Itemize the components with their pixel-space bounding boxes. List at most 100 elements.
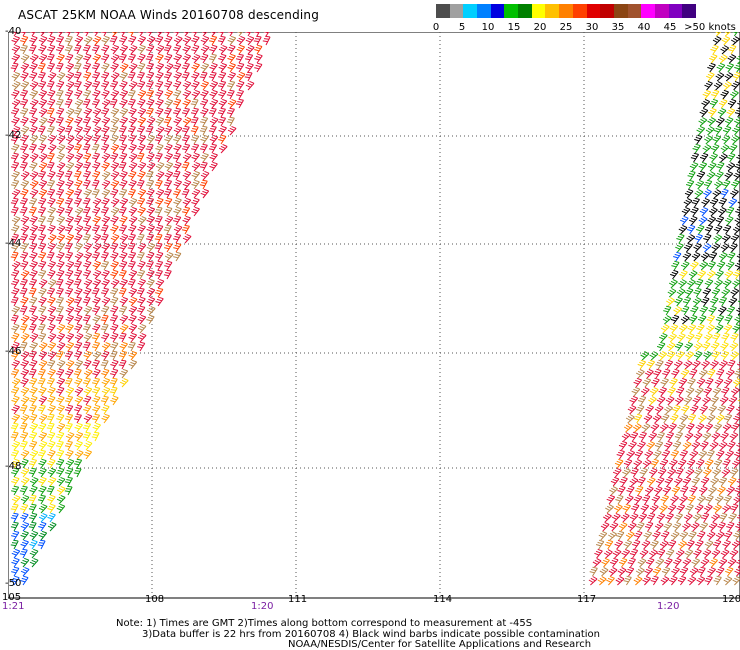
wind-barb <box>693 287 702 298</box>
wind-barb <box>729 548 739 559</box>
wind-barb <box>74 188 83 199</box>
wind-barb <box>164 197 173 208</box>
wind-barb <box>146 251 155 262</box>
wind-barb <box>699 521 709 532</box>
wind-barb <box>695 539 704 550</box>
wind-barb <box>82 170 92 181</box>
lon-label-120: 120 <box>722 594 740 605</box>
wind-barb <box>91 188 100 199</box>
wind-barb <box>254 62 263 73</box>
wind-barb <box>639 549 649 559</box>
wind-barb <box>20 251 29 262</box>
wind-barb <box>720 45 730 55</box>
wind-barb <box>720 341 729 352</box>
wind-barb <box>628 440 637 451</box>
wind-barb <box>724 72 734 82</box>
wind-barb <box>689 567 699 577</box>
wind-barb <box>227 98 237 109</box>
wind-barb <box>83 107 93 118</box>
wind-barb <box>711 89 720 100</box>
wind-barb <box>728 197 738 208</box>
wind-barb <box>82 431 91 442</box>
wind-barb <box>647 512 656 523</box>
wind-barb <box>65 80 75 91</box>
wind-barb <box>173 242 182 253</box>
wind-barb <box>679 449 689 460</box>
wind-barb <box>29 341 38 352</box>
wind-barb <box>128 269 138 280</box>
wind-barb <box>704 539 714 550</box>
legend-label: 20 <box>533 22 547 33</box>
wind-barb <box>29 296 38 307</box>
wind-barb <box>20 242 29 253</box>
wind-barb <box>682 476 692 487</box>
wind-barb <box>191 206 200 217</box>
wind-barb <box>671 485 681 496</box>
wind-barb <box>92 296 101 307</box>
wind-barb <box>208 35 218 46</box>
wind-barb <box>11 80 21 91</box>
wind-barb <box>683 198 693 208</box>
wind-barb <box>209 161 218 172</box>
wind-barb <box>74 314 83 325</box>
wind-barb <box>56 260 65 271</box>
wind-barb <box>55 440 64 451</box>
wind-barb <box>91 143 100 154</box>
wind-barb <box>101 170 111 181</box>
wind-barb <box>11 395 20 406</box>
wind-barb <box>700 512 710 523</box>
wind-barb <box>56 107 65 118</box>
wind-barb <box>47 188 56 199</box>
wind-barb <box>722 539 731 550</box>
wind-barb <box>716 566 725 577</box>
wind-barb <box>200 80 209 91</box>
wind-barb <box>74 161 84 172</box>
wind-barb <box>686 422 695 433</box>
wind-barb <box>673 359 683 370</box>
wind-barb <box>20 188 29 199</box>
wind-barb <box>661 413 670 424</box>
wind-barb <box>164 215 174 226</box>
wind-barb <box>698 117 708 127</box>
wind-barb <box>634 449 644 460</box>
wind-barb <box>629 395 639 406</box>
wind-barb <box>699 404 709 415</box>
wind-barb <box>703 386 712 397</box>
wind-barb <box>633 459 643 469</box>
wind-barb <box>92 125 102 136</box>
wind-barb <box>713 234 723 244</box>
wind-barb <box>181 161 190 172</box>
wind-barb <box>74 458 83 469</box>
wind-barb <box>172 170 181 181</box>
wind-barb <box>29 539 38 550</box>
wind-barb <box>83 89 92 100</box>
wind-barb <box>29 215 38 226</box>
wind-barb <box>155 98 164 109</box>
wind-barb <box>20 377 29 388</box>
wind-barb <box>110 323 119 334</box>
wind-barb <box>20 557 30 568</box>
wind-barb <box>56 233 66 244</box>
wind-barb <box>101 332 110 343</box>
wind-barb <box>690 152 700 163</box>
wind-barb <box>637 558 647 568</box>
wind-barb <box>46 161 55 172</box>
wind-barb <box>29 89 39 100</box>
wind-barb <box>200 170 210 181</box>
wind-barb <box>199 71 208 82</box>
wind-barb <box>703 351 712 361</box>
wind-barb <box>101 53 110 64</box>
wind-barb <box>11 530 20 541</box>
wind-barb <box>709 441 719 451</box>
wind-barb <box>128 323 138 334</box>
wind-barb <box>694 332 703 343</box>
lat-label-44: -44 <box>5 238 22 249</box>
wind-barb <box>82 377 91 388</box>
wind-barb <box>684 242 693 253</box>
wind-barb <box>128 305 138 316</box>
wind-barb <box>687 576 697 586</box>
wind-barb <box>629 548 639 559</box>
wind-barb <box>732 323 740 334</box>
wind-barb <box>653 485 663 496</box>
wind-barb <box>11 116 20 127</box>
